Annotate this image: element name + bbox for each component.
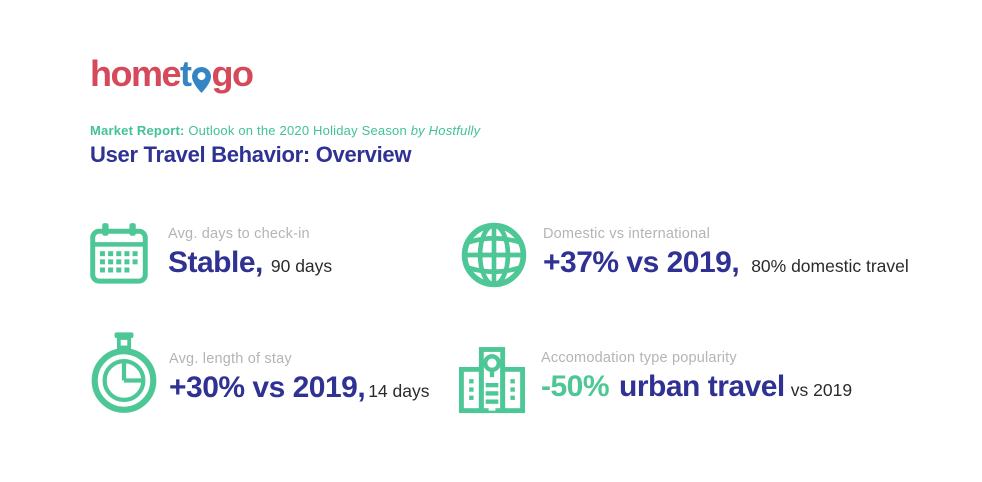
stat-value: Stable, bbox=[168, 246, 263, 279]
stat-value: +30% vs 2019, bbox=[169, 371, 366, 404]
stat-value: +37% vs 2019, bbox=[543, 246, 740, 279]
stat-suffix: vs 2019 bbox=[790, 380, 853, 400]
report-subtitle: Market Report: Outlook on the 2020 Holid… bbox=[90, 123, 480, 138]
stat-avg-days-to-checkin: Avg. days to check-in Stable, 90 days bbox=[90, 221, 332, 285]
map-pin-icon bbox=[191, 67, 211, 93]
stat-label: Avg. days to check-in bbox=[168, 226, 310, 242]
stat-value-highlight: -50% bbox=[541, 370, 610, 403]
stat-avg-length-of-stay: Avg. length of stay +30% vs 2019, 14 day… bbox=[90, 330, 429, 414]
subtitle-label: Market Report: bbox=[90, 123, 185, 138]
stat-suffix: 80% domestic travel bbox=[751, 256, 909, 276]
subtitle-byline: by Hostfully bbox=[410, 123, 481, 138]
stat-accommodation-type-popularity: Accomodation type popularity -50% urban … bbox=[459, 347, 852, 417]
logo-text-home: home bbox=[90, 53, 182, 94]
logo-text-go: go bbox=[211, 53, 254, 94]
stat-domestic-vs-international: Domestic vs international +37% vs 2019, … bbox=[461, 219, 909, 291]
logo-text-t: t bbox=[180, 53, 192, 94]
stat-value: urban travel bbox=[619, 370, 785, 403]
subtitle-text: Outlook on the 2020 Holiday Season bbox=[188, 123, 407, 138]
calendar-icon bbox=[90, 221, 148, 285]
building-icon bbox=[459, 347, 525, 417]
hometogo-logo: homet go bbox=[90, 53, 254, 94]
stat-label: Accomodation type popularity bbox=[541, 350, 737, 366]
page-title: User Travel Behavior: Overview bbox=[90, 142, 412, 167]
stat-label: Domestic vs international bbox=[543, 226, 710, 242]
stat-label: Avg. length of stay bbox=[169, 351, 292, 367]
stat-suffix: 14 days bbox=[368, 381, 430, 401]
stopwatch-icon bbox=[90, 330, 158, 414]
stat-suffix: 90 days bbox=[270, 256, 333, 276]
globe-icon bbox=[461, 219, 527, 291]
